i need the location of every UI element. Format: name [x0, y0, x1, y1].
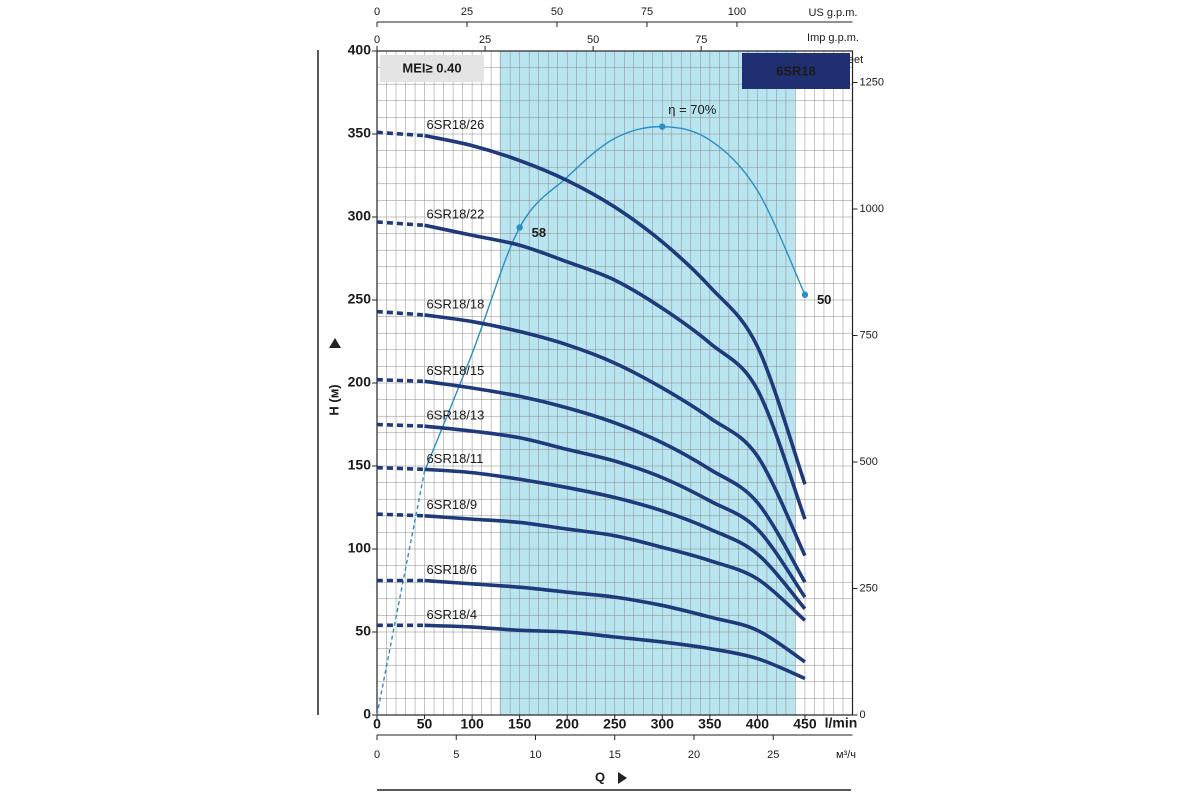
x-unit: l/min	[825, 715, 858, 731]
pump-curve	[424, 313, 807, 557]
pump-curve	[424, 623, 806, 681]
efficiency-curve	[423, 125, 806, 472]
y-tick-label: 0	[363, 706, 371, 722]
x-tick-label: 100	[460, 716, 484, 732]
secondary-tick-label: 5	[453, 749, 459, 761]
secondary-tick-label: 25	[461, 6, 473, 18]
pump-curve	[424, 379, 807, 584]
secondary-tick-label: 75	[695, 34, 707, 46]
y2-tick-label: 250	[860, 582, 878, 594]
x-tick-label: 300	[651, 716, 675, 732]
y2-tick-label: 0	[860, 709, 866, 721]
y-tick-label: 50	[355, 623, 371, 639]
pump-curve	[376, 309, 425, 317]
pump-curve	[376, 422, 425, 428]
pump-curve	[376, 512, 425, 518]
efficiency-label: 58	[532, 225, 546, 240]
secondary-tick-label: 25	[767, 749, 779, 761]
top-unit: Imp g.p.m.	[807, 32, 859, 44]
bottom-unit: м³/ч	[836, 749, 856, 761]
x-tick-label: 0	[373, 716, 381, 732]
x-tick-label: 200	[556, 716, 580, 732]
chart-title: 6SR18	[776, 63, 816, 78]
pump-curve	[376, 220, 425, 228]
efficiency-label: 50	[817, 292, 831, 307]
secondary-tick-label: 0	[374, 749, 380, 761]
y2-tick-label: 1000	[860, 203, 884, 215]
y-tick-label: 350	[348, 125, 372, 141]
y-axis-label: H (м)	[326, 384, 341, 415]
series-label: 6SR18/18	[427, 296, 485, 311]
x-tick-label: 150	[508, 716, 532, 732]
pump-curve	[424, 424, 807, 599]
series-label: 6SR18/6	[427, 562, 478, 577]
secondary-tick-label: 50	[587, 34, 599, 46]
y-arrow	[329, 338, 341, 348]
efficiency-point	[659, 123, 666, 130]
pump-curve	[424, 467, 807, 610]
y-tick-label: 200	[348, 374, 372, 390]
secondary-tick-label: 0	[374, 34, 380, 46]
secondary-tick-label: 0	[374, 6, 380, 18]
efficiency-point	[801, 291, 809, 298]
y-tick-label: 150	[348, 457, 372, 473]
series-label: 6SR18/11	[427, 451, 484, 466]
pump-curve	[424, 578, 806, 664]
secondary-tick-label: 10	[529, 749, 541, 761]
pump-curve	[376, 465, 425, 472]
secondary-tick-label: 15	[609, 749, 621, 761]
series-label: 6SR18/22	[427, 207, 485, 222]
badge-box	[380, 55, 484, 82]
pump-curve	[424, 133, 807, 485]
series-label: 6SR18/4	[427, 607, 478, 622]
x-axis-label: Q	[595, 769, 605, 784]
x-tick-label: 450	[793, 716, 817, 732]
y-tick-label: 250	[348, 291, 372, 307]
y-tick-label: 300	[348, 208, 372, 224]
x-arrow	[618, 772, 627, 784]
secondary-tick-label: 20	[688, 749, 700, 761]
series-label: 6SR18/9	[427, 497, 478, 512]
x-tick-label: 250	[603, 716, 627, 732]
secondary-tick-label: 25	[479, 34, 491, 46]
y-tick-label: 400	[348, 42, 372, 58]
pump-curve	[424, 223, 807, 520]
y-tick-label: 100	[348, 540, 372, 556]
series-label: 6SR18/26	[427, 117, 485, 132]
efficiency-curve	[376, 471, 426, 716]
y2-tick-label: 500	[860, 456, 878, 468]
title-box	[742, 53, 850, 89]
x-tick-label: 400	[746, 716, 770, 732]
pump-curve	[376, 130, 425, 138]
x-tick-label: 350	[698, 716, 722, 732]
secondary-tick-label: 75	[641, 6, 653, 18]
top-unit: US g.p.m.	[809, 7, 858, 19]
y2-tick-label: 750	[860, 329, 878, 341]
x-tick-label: 50	[417, 716, 433, 732]
efficiency-point	[516, 224, 523, 231]
efficiency-label: η = 70%	[668, 102, 717, 117]
secondary-tick-label: 100	[728, 6, 746, 18]
y2-tick-label: 1250	[860, 76, 884, 88]
pump-curve	[424, 514, 807, 622]
series-label: 6SR18/15	[427, 363, 485, 378]
series-label: 6SR18/13	[427, 408, 485, 423]
secondary-tick-label: 50	[551, 6, 563, 18]
badge: MEI≥ 0.40	[402, 60, 461, 75]
pump-curve	[376, 377, 425, 384]
